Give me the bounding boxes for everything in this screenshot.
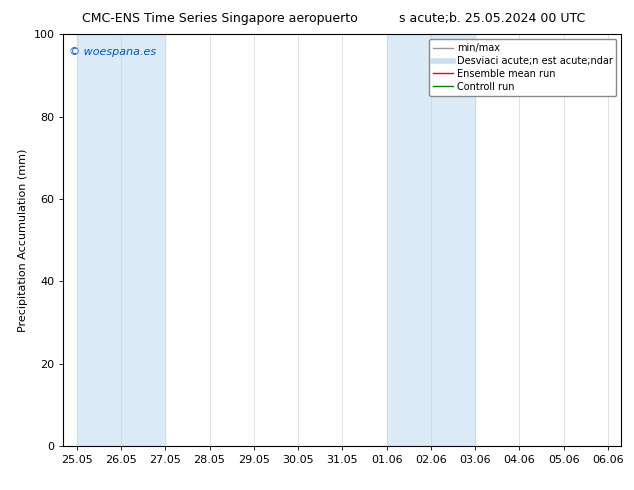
Bar <box>77 34 165 446</box>
Text: s acute;b. 25.05.2024 00 UTC: s acute;b. 25.05.2024 00 UTC <box>399 12 586 25</box>
Bar <box>387 34 476 446</box>
Legend: min/max, Desviaci acute;n est acute;ndar, Ensemble mean run, Controll run: min/max, Desviaci acute;n est acute;ndar… <box>429 39 616 96</box>
Text: © woespana.es: © woespana.es <box>69 47 156 57</box>
Text: CMC-ENS Time Series Singapore aeropuerto: CMC-ENS Time Series Singapore aeropuerto <box>82 12 358 25</box>
Y-axis label: Precipitation Accumulation (mm): Precipitation Accumulation (mm) <box>18 148 28 332</box>
